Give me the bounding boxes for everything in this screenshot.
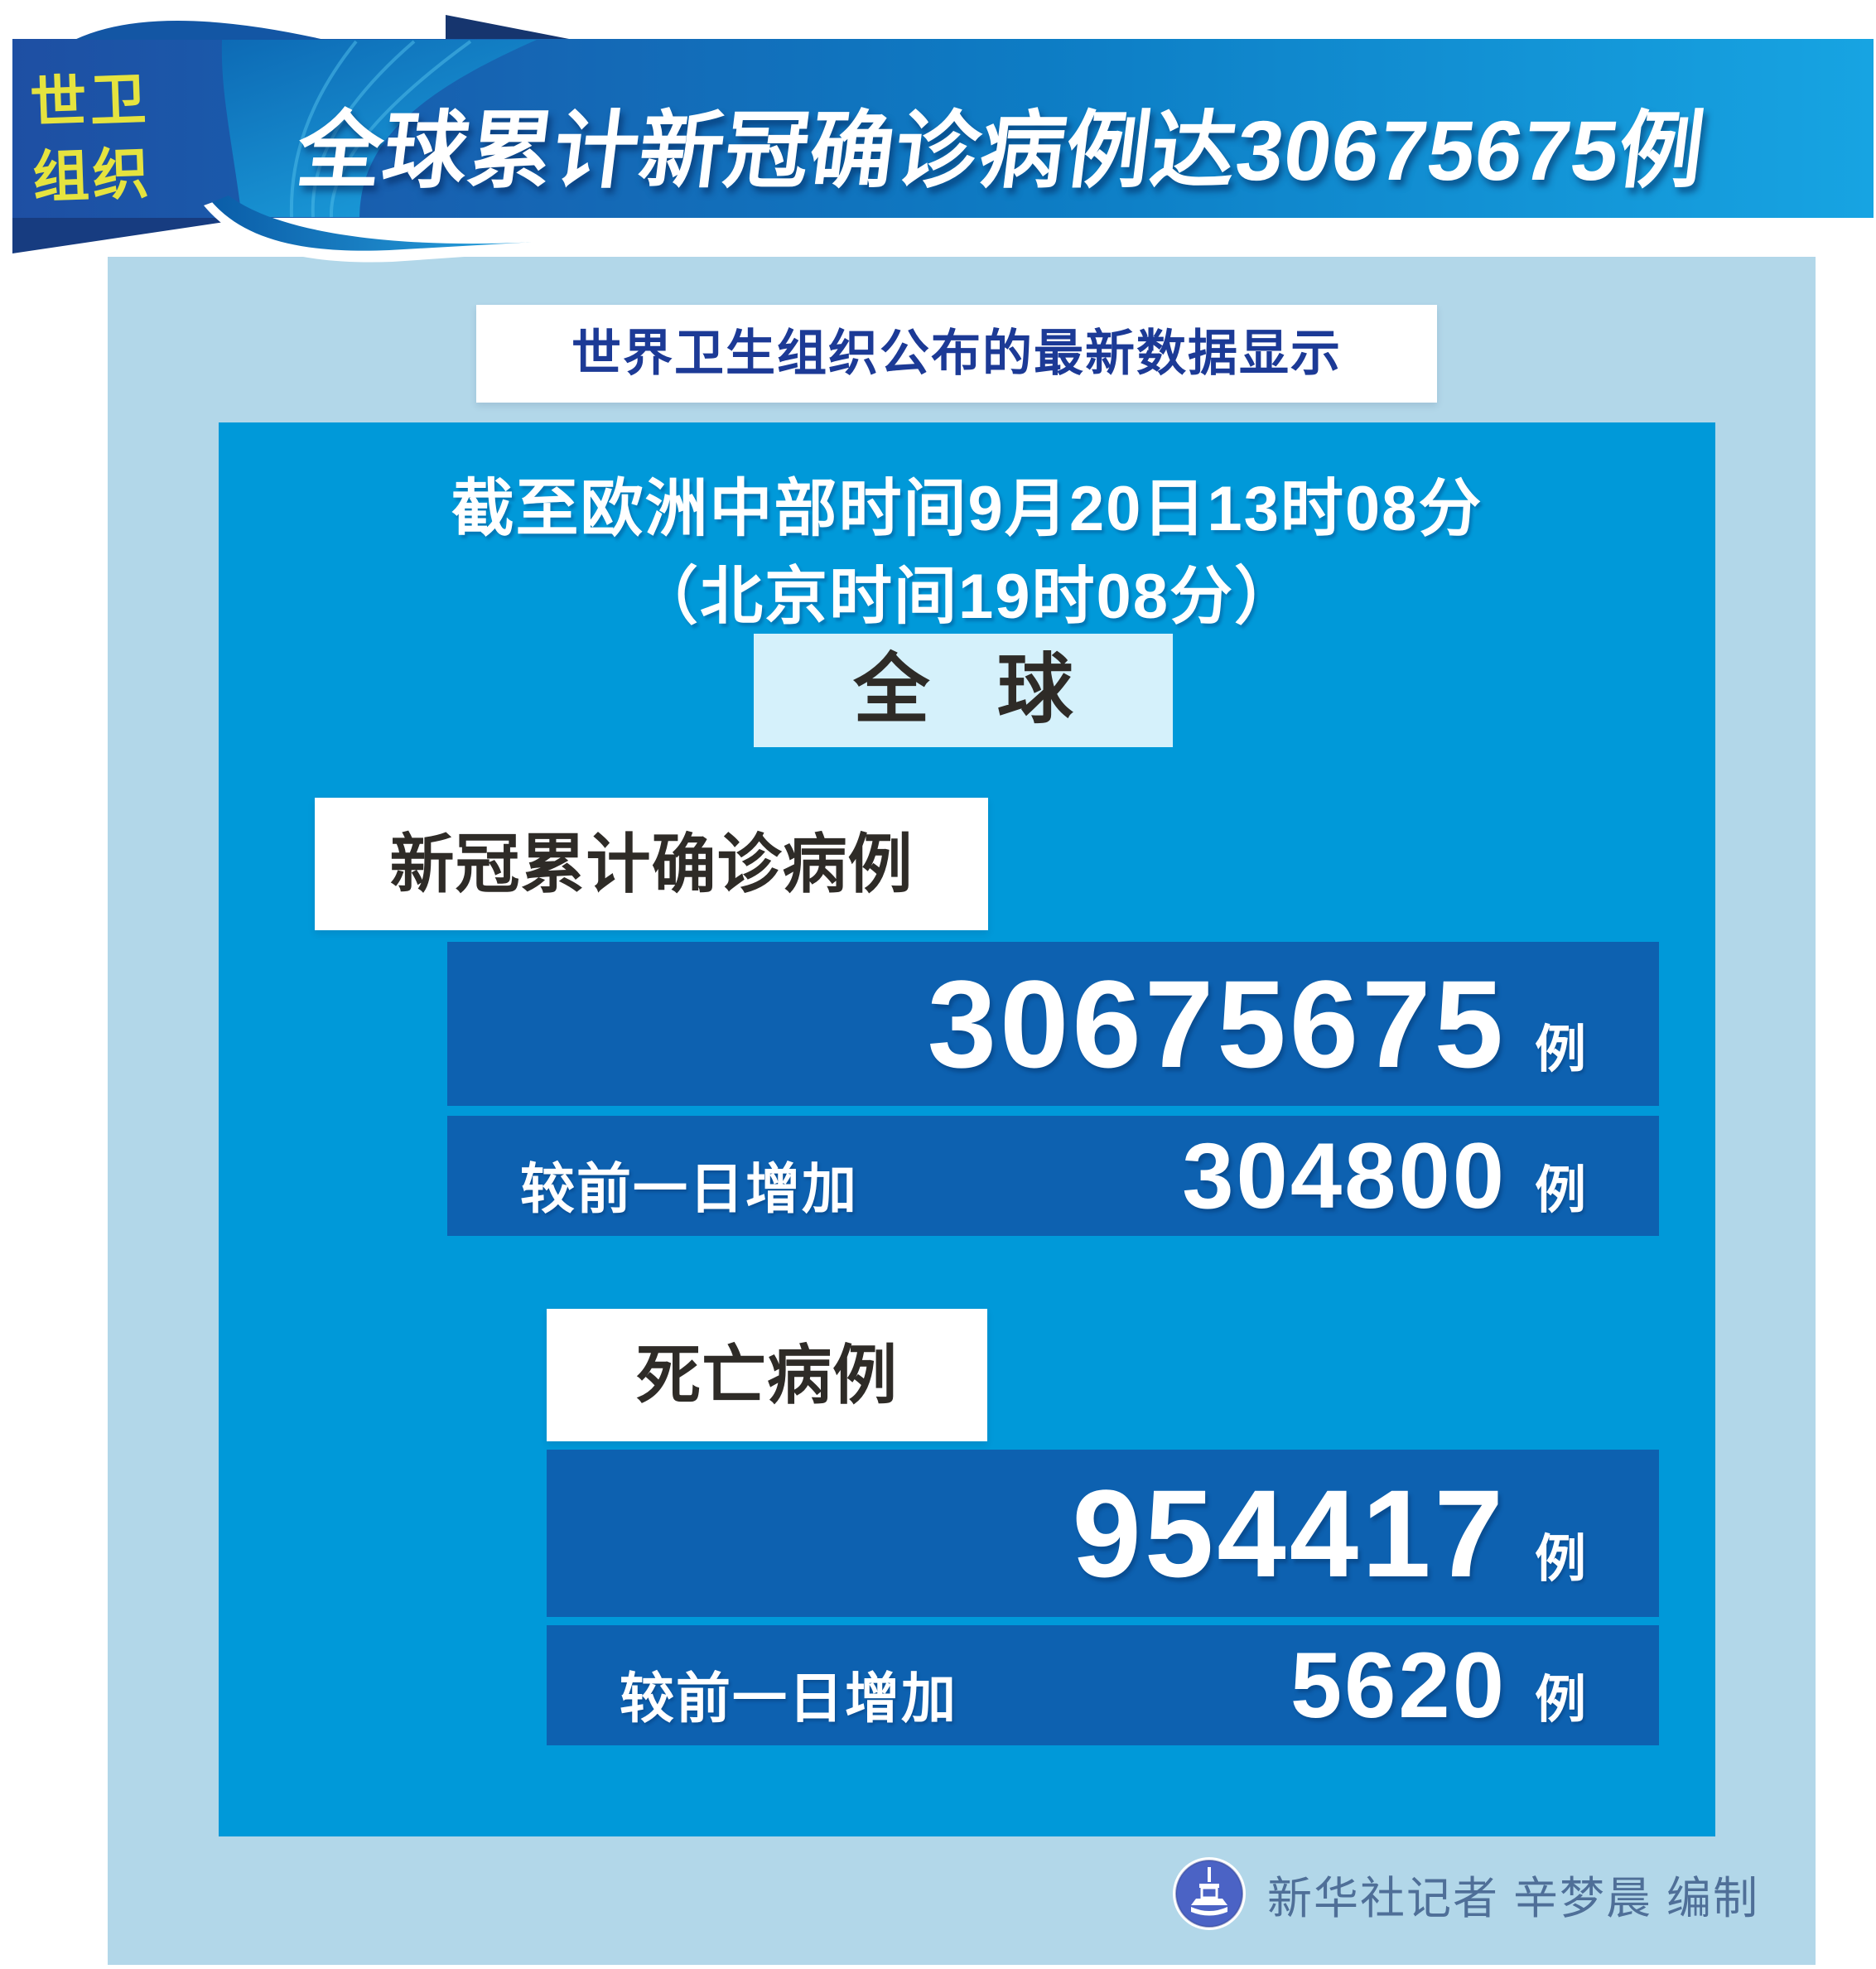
confirmed-delta-unit: 例 xyxy=(1534,1162,1586,1219)
confirmed-delta-box: 较前一日增加 304800 例 xyxy=(447,1116,1659,1236)
confirmed-total-value: 30675675 xyxy=(927,954,1507,1093)
deaths-total-unit: 例 xyxy=(1534,1531,1586,1588)
confirmed-delta-value: 304800 xyxy=(1182,1124,1507,1228)
deaths-total-box: 954417 例 xyxy=(547,1450,1659,1617)
datetime-line-2: （北京时间19时08分） xyxy=(634,562,1300,632)
deaths-label-box: 死亡病例 xyxy=(547,1309,987,1441)
confirmed-label: 新冠累计确诊病例 xyxy=(389,828,914,900)
page-title: 全球累计新冠确诊病例达30675675例 xyxy=(292,104,1710,198)
confirmed-total-box: 30675675 例 xyxy=(447,942,1659,1106)
deaths-total-value: 954417 xyxy=(1072,1464,1507,1603)
scope-box: 全 球 xyxy=(754,634,1173,747)
xinhua-emblem-icon xyxy=(1173,1857,1246,1930)
confirmed-label-box: 新冠累计确诊病例 xyxy=(315,798,988,930)
confirmed-total-unit: 例 xyxy=(1534,1021,1586,1079)
credit-text: 新华社记者 辛梦晨 编制 xyxy=(1267,1873,1760,1923)
confirmed-delta-label: 较前一日增加 xyxy=(520,1158,858,1219)
deaths-delta-value: 5620 xyxy=(1290,1634,1507,1737)
datetime-line-1: 截至欧洲中部时间9月20日13时08分 xyxy=(451,474,1483,544)
scope-label: 全 球 xyxy=(853,648,1097,732)
ribbon-swoosh-icon xyxy=(75,21,560,263)
org-label-line1: 世卫 xyxy=(29,67,151,135)
intro-text: 世界卫生组织公布的最新数据显示 xyxy=(571,326,1342,381)
intro-box: 世界卫生组织公布的最新数据显示 xyxy=(476,305,1437,403)
footer: 新华社记者 辛梦晨 编制 xyxy=(1171,1856,1759,1932)
deaths-delta-label: 较前一日增加 xyxy=(620,1667,957,1729)
deaths-delta-box: 较前一日增加 5620 例 xyxy=(547,1625,1659,1745)
deaths-label: 死亡病例 xyxy=(635,1339,898,1412)
deaths-delta-unit: 例 xyxy=(1534,1672,1586,1729)
org-label-line2: 组织 xyxy=(31,142,153,210)
org-label: 世卫 组织 xyxy=(29,60,216,215)
